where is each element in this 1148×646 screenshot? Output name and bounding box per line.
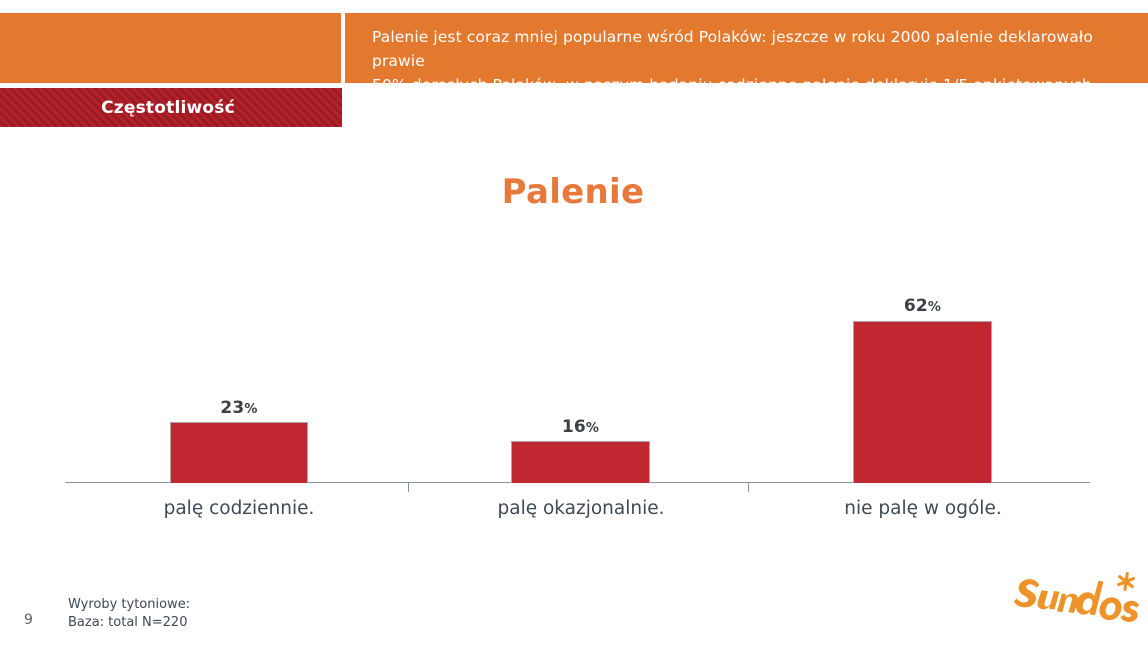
bar-value-number: 62 [903,296,928,316]
source-note: Wyroby tytoniowe: Baza: total N=220 [68,597,191,630]
chart-title-text: Palenie [501,172,645,212]
bar-series-item [170,422,308,483]
header-callout-text: Palenie jest coraz mniej popularne wśród… [372,28,1097,94]
axis-tick-1 [408,483,409,492]
sundose-logo-icon [1013,572,1140,622]
category-label: palę okazjonalnie. [497,498,665,519]
bar-value-number: 16 [561,417,586,437]
bar-value-label: 16% [511,417,650,437]
category-label: palę codziennie. [163,498,315,519]
bar-series-item [853,321,992,483]
bar-value-percent-sign: % [244,402,258,417]
asterisk-mark [1117,572,1136,591]
sundose-logo [1012,566,1140,628]
page-number: 9 [24,612,33,628]
bar-value-number: 23 [220,398,245,418]
header-banner-right: Palenie jest coraz mniej popularne wśród… [345,13,1148,94]
bar-series-item [511,441,650,483]
section-tab: Częstotliwość [0,88,342,127]
category-label: nie palę w ogóle. [844,498,1002,519]
axis-tick-2 [748,483,749,492]
section-tab-label: Częstotliwość [101,97,235,118]
bar-value-percent-sign: % [585,421,600,436]
bar-value-label: 23% [170,398,308,418]
header-banner-left [0,13,341,83]
bar-value-label: 62% [853,296,992,316]
bar-value-percent-sign: % [927,300,942,315]
chart-title: Palenie [0,172,1148,212]
